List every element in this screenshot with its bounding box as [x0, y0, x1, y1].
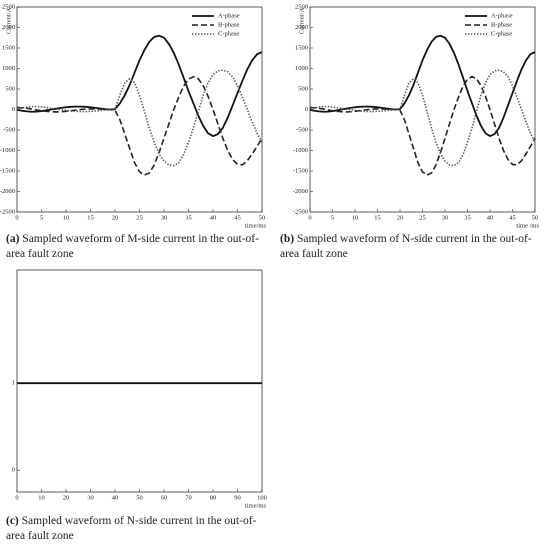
series-line	[16, 75, 263, 177]
x-tick-label: 100	[257, 494, 267, 501]
x-tick-label: 20	[63, 494, 70, 501]
x-tick-label: 20	[112, 214, 119, 221]
series-line	[16, 34, 263, 138]
x-tick-label: 0	[15, 214, 18, 221]
x-tick-label: 20	[397, 214, 404, 221]
x-tick-label: 35	[185, 214, 192, 221]
x-tick-label: 70	[185, 494, 192, 501]
series-line	[309, 69, 536, 167]
y-tick-label: 0	[12, 467, 15, 474]
y-tick-label: -2000	[0, 188, 15, 195]
x-tick-label: 25	[136, 214, 143, 221]
caption-label: (b)	[280, 233, 295, 245]
caption-label: (c)	[6, 515, 19, 527]
series-line	[309, 34, 536, 138]
plot-frame	[16, 269, 263, 493]
y-tick-label: -1000	[0, 147, 15, 154]
series-line	[16, 69, 263, 167]
y-tick-label: 500	[5, 85, 15, 92]
x-tick-label: 30	[161, 214, 168, 221]
x-tick-label: 15	[374, 214, 381, 221]
legend-label: A-phase	[218, 12, 240, 19]
caption: (c) Sampled waveform of N-side current i…	[6, 514, 274, 544]
caption-label: (a)	[6, 233, 20, 245]
y-tick-label: 2500	[295, 3, 308, 10]
x-tick-label: 40	[112, 494, 119, 501]
legend-label: C-phase	[218, 30, 239, 37]
x-tick-label: 5	[331, 214, 334, 221]
x-tick-label: 0	[15, 494, 18, 501]
legend-label: C-phase	[491, 30, 512, 37]
legend-label: B-phase	[491, 21, 512, 28]
x-tick-label: 0	[308, 214, 311, 221]
legend-label: A-phase	[491, 12, 513, 19]
x-tick-label: 15	[87, 214, 94, 221]
x-tick-label: 45	[509, 214, 516, 221]
x-tick-label: 10	[38, 494, 45, 501]
x-tick-label: 30	[87, 494, 94, 501]
y-tick-label: 1000	[295, 65, 308, 72]
caption: (b) Sampled waveform of N-side current i…	[280, 232, 548, 262]
x-tick-label: 90	[234, 494, 241, 501]
y-axis-label: Current/A	[298, 8, 305, 35]
y-tick-label: 1	[12, 380, 15, 387]
x-tick-label: 60	[161, 494, 168, 501]
y-tick-label: -500	[296, 126, 308, 133]
x-tick-label: 30	[442, 214, 449, 221]
y-tick-label: -2500	[293, 208, 308, 215]
x-tick-label: 10	[63, 214, 70, 221]
y-tick-label: -500	[3, 126, 15, 133]
x-tick-label: 35	[464, 214, 471, 221]
y-tick-label: 500	[298, 85, 308, 92]
y-tick-label: -1500	[293, 167, 308, 174]
x-tick-label: 50	[259, 214, 266, 221]
y-tick-label: 1500	[295, 44, 308, 51]
y-tick-label: 1500	[2, 44, 15, 51]
y-tick-label: 2000	[2, 24, 15, 31]
y-tick-label: 0	[12, 106, 15, 113]
x-tick-label: 40	[487, 214, 494, 221]
y-tick-label: 2000	[295, 24, 308, 31]
y-axis-label: Current/A	[5, 8, 12, 35]
caption-text: Sampled waveform of N-side current in th…	[6, 515, 257, 542]
y-tick-label: -1500	[0, 167, 15, 174]
caption: (a) Sampled waveform of M-side current i…	[6, 232, 274, 262]
y-tick-label: -1000	[293, 147, 308, 154]
x-tick-label: 50	[136, 494, 143, 501]
x-tick-label: 5	[40, 214, 43, 221]
x-tick-label: 80	[210, 494, 217, 501]
x-tick-label: 40	[210, 214, 217, 221]
y-tick-label: 1000	[2, 65, 15, 72]
x-axis-label: time /ms	[516, 222, 539, 229]
x-tick-label: 50	[532, 214, 539, 221]
x-axis-label: time/ms	[245, 222, 266, 229]
caption-text: Sampled waveform of M-side current in th…	[6, 233, 259, 260]
x-axis-label: time/ms	[245, 502, 266, 509]
series-line	[309, 75, 536, 177]
y-tick-label: 2500	[2, 3, 15, 10]
y-tick-label: -2000	[293, 188, 308, 195]
caption-text: Sampled waveform of N-side current in th…	[280, 233, 532, 260]
y-tick-label: 0	[305, 106, 308, 113]
y-tick-label: -2500	[0, 208, 15, 215]
x-tick-label: 25	[419, 214, 426, 221]
x-tick-label: 10	[352, 214, 359, 221]
legend-label: B-phase	[218, 21, 239, 28]
x-tick-label: 45	[234, 214, 241, 221]
